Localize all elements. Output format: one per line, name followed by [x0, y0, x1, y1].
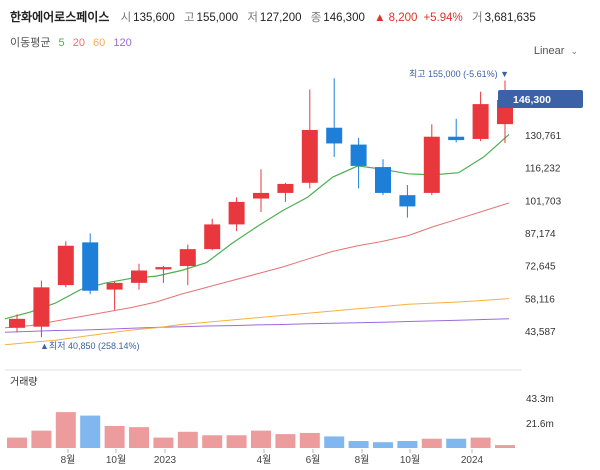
volume-bar	[373, 442, 393, 448]
annotations: 최고 155,000 (-5.61%) ▼ ▲최저 40,850 (258.14…	[40, 69, 509, 351]
scale-label: Linear	[533, 45, 565, 57]
volume-bar	[299, 432, 320, 448]
change-value: ▲ 8,200	[374, 12, 418, 24]
candle-body	[106, 282, 123, 290]
price-tick-label: 43,587	[525, 327, 556, 338]
low-value: 127,200	[259, 12, 302, 24]
high-label: 고	[183, 12, 195, 24]
volume-bar	[275, 434, 296, 448]
ma60-legend: 60	[93, 37, 106, 49]
volume-axis: 43.3m 21.6m	[526, 394, 554, 430]
change-percent: +5.94%	[423, 12, 463, 24]
candle-body	[448, 136, 465, 141]
volume-bar	[348, 441, 369, 448]
close-value: 146,300	[323, 12, 365, 24]
volume-bar	[129, 427, 149, 448]
volume-bars	[7, 412, 515, 448]
candles	[9, 78, 513, 338]
volume-bar	[104, 426, 125, 448]
candle-body	[277, 183, 294, 193]
candle-body	[82, 242, 99, 291]
candle-body	[375, 167, 391, 193]
volume-bar	[226, 435, 247, 448]
price-summary-header: 한화에어로스페이스 시 135,600 고 155,000 저 127,200 종 14…	[10, 8, 542, 28]
candle-body	[423, 136, 440, 193]
candle-body	[228, 201, 245, 225]
price-axis: 130,761 116,232 101,703 87,174 72,645 58,116 4…	[525, 131, 562, 338]
candle-body	[326, 127, 343, 144]
high-value: 155,000	[196, 12, 239, 24]
candle-body	[399, 195, 416, 207]
volume-bar	[495, 445, 515, 448]
volume-pane-title: 거래량	[10, 376, 38, 388]
volume-bar	[202, 435, 223, 448]
candle-body	[131, 270, 147, 283]
x-tick-label: 6월	[306, 454, 321, 466]
volume-bar	[470, 437, 491, 448]
volume-bar	[446, 438, 467, 448]
x-tick-label: 10월	[400, 454, 420, 466]
price-tick-label: 58,116	[525, 294, 555, 305]
candle-body	[179, 249, 196, 266]
x-tick-label: 2024	[461, 455, 484, 466]
volume-bar	[55, 412, 76, 448]
last-price-badge: 146,300	[498, 90, 583, 108]
ma5-legend: 5	[58, 37, 65, 49]
candle-body	[155, 267, 172, 270]
x-tick-label: 4월	[257, 454, 272, 466]
price-tick-label: 130,761	[525, 131, 562, 142]
volume-bar	[80, 415, 101, 448]
volume-bar	[177, 431, 198, 448]
volume-bar	[153, 437, 174, 448]
volume-bar	[324, 436, 345, 448]
volume-label: 거	[471, 12, 483, 24]
volume-bar	[397, 441, 418, 448]
price-tick-label: 72,645	[525, 262, 556, 273]
time-axis: 8월 10월 2023 4월 6월 8월 10월 2024	[61, 449, 484, 466]
x-tick-label: 8월	[61, 454, 76, 466]
candle-body	[9, 318, 25, 328]
ma-legend-label: 이동평균	[10, 37, 51, 49]
x-tick-label: 8월	[355, 454, 370, 466]
stock-name: 한화에어로스페이스	[10, 10, 110, 24]
last-price-text: 146,300	[513, 94, 551, 106]
volume-tick-label: 21.6m	[526, 419, 554, 430]
open-value: 135,600	[133, 12, 175, 24]
last-price-badge-bg	[498, 90, 583, 108]
ma20-legend: 20	[72, 37, 85, 49]
candle-body	[301, 129, 318, 183]
price-tick-label: 116,232	[525, 164, 561, 175]
volume-bar	[31, 430, 52, 448]
low-annotation: ▲최저 40,850 (258.14%)	[40, 341, 140, 351]
open-label: 시	[120, 12, 132, 24]
candle-body	[57, 245, 74, 286]
volume-bar	[421, 438, 442, 448]
close-label: 종	[310, 12, 322, 24]
ma120-legend: 120	[113, 37, 132, 49]
candle-body	[350, 144, 367, 166]
ma20-line	[4, 202, 510, 329]
moving-average-legend[interactable]: 이동평균 5 20 60 120	[10, 34, 137, 50]
candle-body	[472, 104, 489, 139]
chevron-down-icon: ⌄	[570, 46, 578, 56]
high-annotation: 최고 155,000 (-5.61%) ▼	[409, 69, 509, 79]
low-label: 저	[247, 12, 258, 24]
volume-tick-label: 43.3m	[526, 394, 554, 405]
candle-body	[204, 224, 221, 250]
candle-body	[253, 192, 269, 199]
volume-bar	[251, 430, 271, 448]
ma60-line	[4, 298, 510, 346]
volume-value: 3,681,635	[484, 12, 536, 24]
price-tick-label: 87,174	[525, 229, 556, 240]
x-tick-label: 2023	[154, 455, 177, 466]
x-tick-label: 10월	[106, 454, 126, 466]
volume-bar	[7, 437, 27, 448]
ma120-line	[4, 318, 510, 333]
price-tick-label: 101,703	[525, 196, 562, 207]
scale-dropdown[interactable]: Linear ⌄	[534, 45, 578, 57]
candle-body	[33, 287, 50, 327]
